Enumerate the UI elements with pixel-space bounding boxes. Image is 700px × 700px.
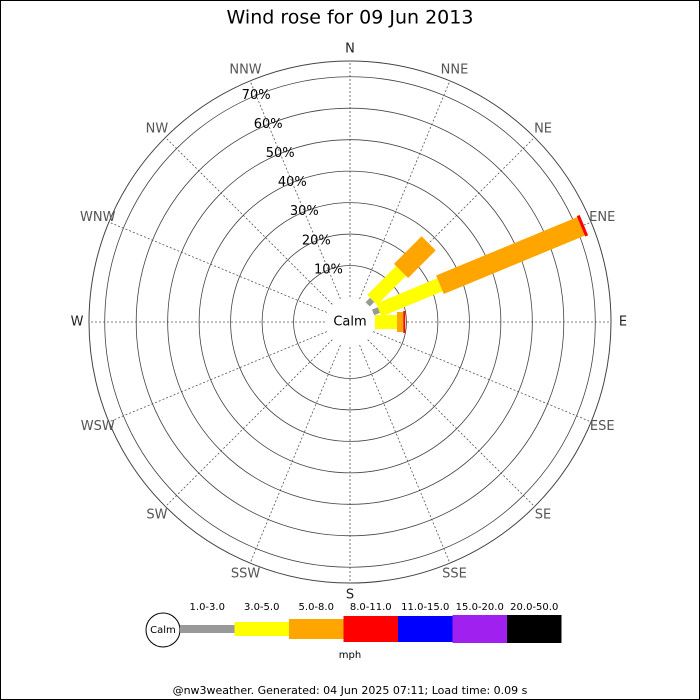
direction-label: SE [535,508,551,523]
direction-label: NNE [441,62,469,77]
grid-ring [261,233,439,411]
direction-label: S [346,588,354,603]
bar-segment [393,236,436,279]
r-tick-label: 30% [290,204,319,219]
r-tick-label: 60% [254,117,283,132]
legend-swatch [180,625,235,633]
legend-label: 1.0-3.0 [190,602,225,613]
spoke [108,331,328,423]
spoke [367,339,535,507]
legend-swatch [343,616,398,642]
legend-label: 5.0-8.0 [299,602,334,613]
legend-label: 3.0-5.0 [244,602,279,613]
direction-label: SSE [442,567,467,582]
r-tick-label: 20% [302,233,331,248]
r-tick-label: 50% [266,146,295,161]
grid-ring [135,107,565,537]
spoke [359,344,451,564]
direction-label: SW [146,508,167,523]
legend-label: 20.0-50.0 [510,602,558,613]
legend-label: 15.0-20.0 [456,602,504,613]
legend-swatch [398,616,453,642]
legend-label: 11.0-15.0 [401,602,449,613]
unit-label: mph [339,650,361,661]
direction-label: NE [534,121,552,136]
direction-label: E [619,315,627,330]
grid-ring [230,202,470,442]
spoke [165,339,333,507]
chart-title: Wind rose for 09 Jun 2013 [227,7,474,29]
legend-calm-label: Calm [150,625,176,636]
direction-label: W [71,315,84,330]
legend-label: 8.0-11.0 [350,602,392,613]
direction-label: ENE [589,210,615,225]
legend-swatch [289,619,344,639]
r-tick-label: 10% [314,262,343,277]
spoke [372,331,592,423]
spoke [165,137,333,305]
bar-segment [576,214,589,237]
calm-circle [326,298,374,346]
bar-segment [376,278,443,317]
legend-swatch [507,615,562,643]
footer: @nw3weather. Generated: 04 Jun 2025 07:1… [173,684,528,697]
direction-label: ESE [590,419,615,434]
direction-label: N [345,42,355,57]
legend-swatch [452,615,507,643]
spoke [249,344,341,564]
legend-swatch [234,622,289,636]
bar-segment [367,265,407,305]
r-tick-label: 70% [242,88,271,103]
direction-label: NW [146,121,169,136]
spoke [249,80,341,300]
r-tick-label: 40% [278,175,307,190]
spoke [108,221,328,313]
grid-ring [167,139,533,505]
outer-ring [88,60,612,584]
bar-segment [371,307,381,316]
bar-segment [365,297,375,307]
spoke [367,137,535,305]
direction-label: WNW [80,210,116,225]
direction-label: SSW [231,567,261,582]
grid-ring [293,265,407,379]
bar-segment [436,217,585,294]
direction-label: WSW [81,419,115,434]
direction-label: NNW [229,62,261,77]
spoke [359,80,451,300]
grid-ring [198,170,502,474]
calm-label: Calm [333,315,366,330]
grid-ring [104,76,596,568]
